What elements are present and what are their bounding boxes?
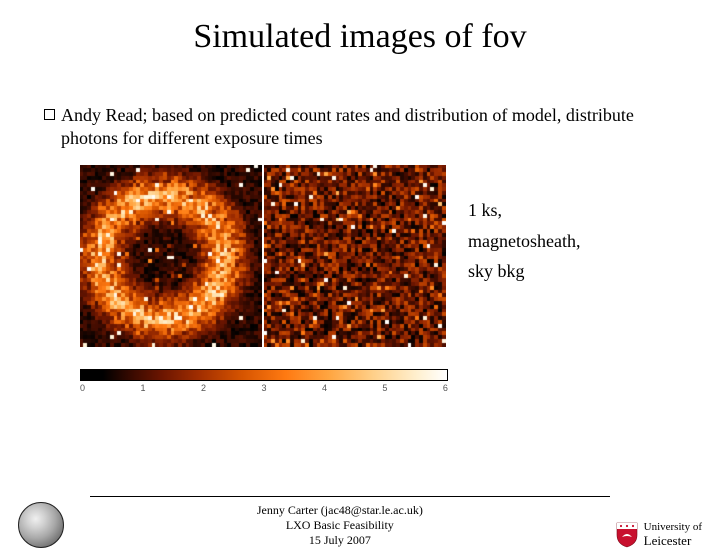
figure-labels: 1 ks, magnetosheath, sky bkg	[468, 195, 580, 287]
colorbar-tick: 4	[322, 383, 327, 393]
figure-label-3: sky bkg	[468, 256, 580, 287]
footer: Jenny Carter (jac48@star.le.ac.uk) LXO B…	[0, 502, 720, 548]
figure-panels	[80, 165, 446, 347]
colorbar	[80, 369, 448, 381]
university-logo: University of Leicester	[616, 522, 702, 548]
footer-rule	[90, 496, 610, 497]
moon-icon	[18, 502, 64, 548]
figure-label-1: 1 ks,	[468, 195, 580, 226]
colorbar-tick: 0	[80, 383, 85, 393]
bullet-item: Andy Read; based on predicted count rate…	[44, 104, 676, 149]
footer-text: Jenny Carter (jac48@star.le.ac.uk) LXO B…	[64, 503, 616, 548]
university-logo-line-2: Leicester	[644, 534, 702, 548]
colorbar-ticks: 0 1 2 3 4 5 6	[80, 383, 448, 393]
slide-title: Simulated images of fov	[0, 18, 720, 56]
figure-area: 1 ks, magnetosheath, sky bkg	[80, 165, 720, 347]
footer-line-1: Jenny Carter (jac48@star.le.ac.uk)	[64, 503, 616, 518]
colorbar-tick: 5	[382, 383, 387, 393]
colorbar-area: 0 1 2 3 4 5 6	[80, 369, 720, 393]
colorbar-tick: 6	[443, 383, 448, 393]
university-logo-text: University of Leicester	[644, 522, 702, 547]
footer-line-2: LXO Basic Feasibility	[64, 518, 616, 533]
sim-panel-right	[264, 165, 446, 347]
colorbar-tick: 1	[140, 383, 145, 393]
colorbar-tick: 2	[201, 383, 206, 393]
figure-label-2: magnetosheath,	[468, 226, 580, 257]
footer-line-3: 15 July 2007	[64, 533, 616, 548]
bullet-marker	[44, 109, 55, 120]
colorbar-tick: 3	[261, 383, 266, 393]
bullet-text: Andy Read; based on predicted count rate…	[61, 104, 676, 149]
shield-icon	[616, 522, 638, 548]
sim-panel-left	[80, 165, 262, 347]
